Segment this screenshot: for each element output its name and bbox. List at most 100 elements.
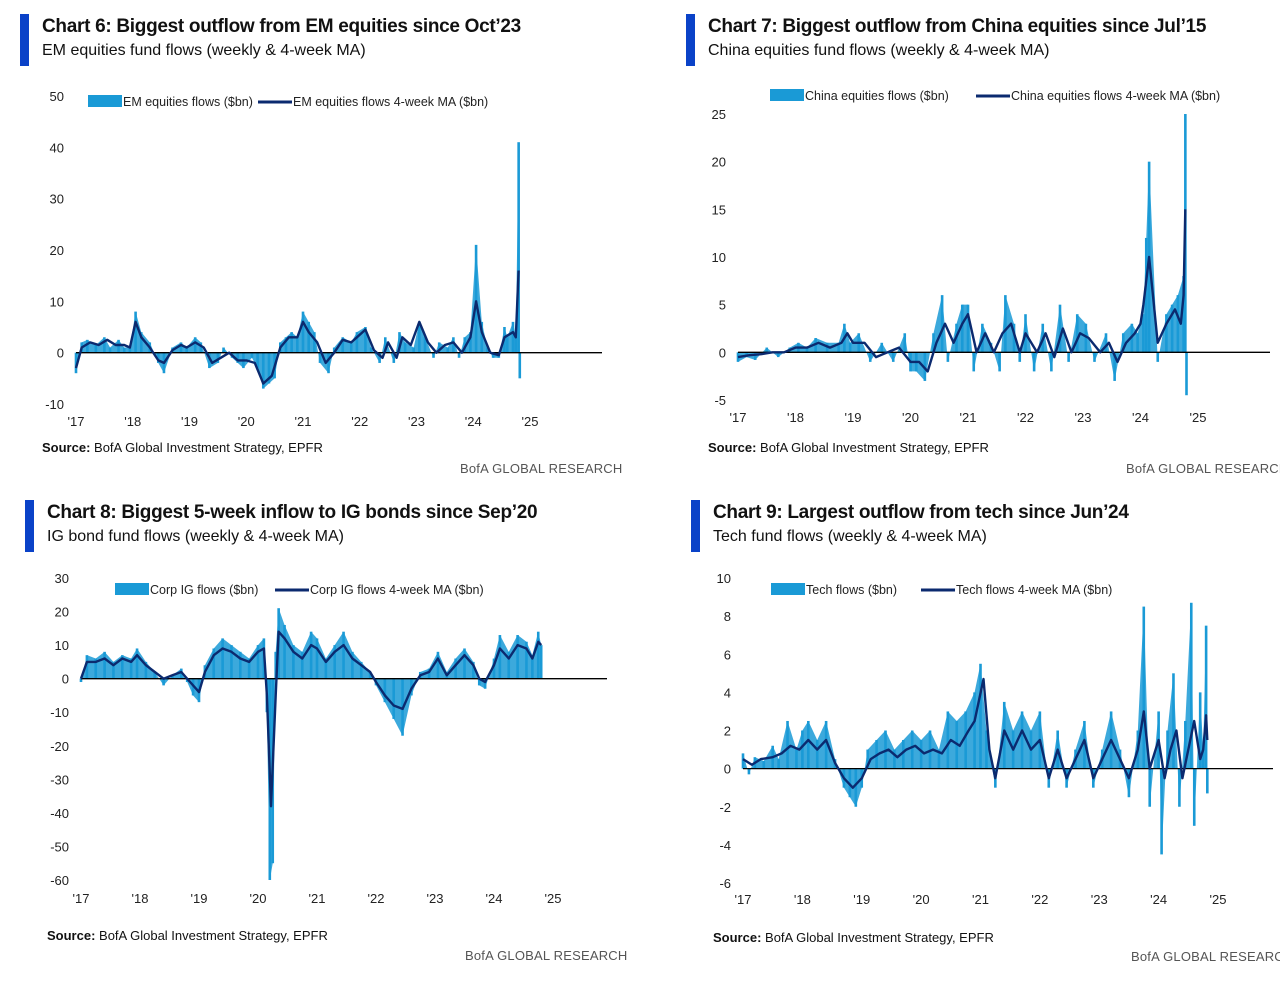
flow-bar: [341, 337, 345, 353]
y-tick-label: 20: [712, 155, 726, 170]
flow-bar: [199, 342, 203, 353]
weekly-flows-area: [738, 114, 1187, 396]
x-tick-label: '21: [972, 892, 989, 907]
flow-bar: [121, 655, 124, 679]
y-tick-label: 0: [57, 346, 64, 361]
chart-plot-em-equities: 50 40 30 20 10 0 -10 '17 '18 '19 '20 '21 '22 '23 '24 '2…: [45, 89, 602, 429]
flow-bar: [216, 352, 220, 363]
chart-title: Chart 6: Biggest outflow from EM equitie…: [42, 16, 521, 37]
x-tick-label: '25: [1190, 410, 1207, 425]
flow-bar: [815, 740, 819, 769]
flow-bar: [1182, 276, 1185, 353]
x-tick-label: '23: [1075, 410, 1092, 425]
y-tick-label: -50: [50, 839, 69, 854]
x-tick-label: '19: [853, 892, 870, 907]
flow-bar: [94, 658, 98, 679]
flow-bar: [332, 347, 336, 353]
y-tick-label: -6: [719, 876, 731, 891]
flow-bar: [536, 631, 540, 679]
flow-bar: [531, 655, 534, 679]
y-tick-label: 30: [55, 571, 69, 586]
y-tick-label: 20: [50, 243, 64, 258]
flow-bar: [932, 333, 935, 353]
chart-panel-tech: Chart 9: Largest outflow from tech since…: [691, 500, 1280, 970]
flow-bar: [880, 342, 884, 353]
flow-bar: [1075, 314, 1079, 353]
flow-bar: [985, 730, 988, 769]
y-tick-label: -30: [50, 772, 69, 787]
y-tick-label: -4: [719, 838, 731, 853]
y-tick-label: 4: [724, 685, 731, 700]
flow-bar: [891, 352, 895, 362]
flow-bar: [261, 352, 265, 389]
flow-bar: [463, 648, 466, 679]
flow-bar: [1160, 768, 1163, 855]
flow-bar: [309, 631, 313, 679]
flow-bar: [753, 352, 757, 360]
flow-bar: [747, 768, 751, 775]
chart-subtitle: EM equities fund flows (weekly & 4-week …: [42, 42, 366, 59]
legend-label-ma: Tech flows 4-week MA ($bn): [956, 583, 1112, 597]
ma-line: [79, 630, 543, 808]
accent-bar: [20, 14, 29, 66]
flow-bar: [517, 142, 520, 353]
legend-label-bars: China equities flows ($bn): [805, 89, 949, 103]
x-tick-label: '22: [1017, 410, 1034, 425]
x-tick-label: '24: [486, 891, 503, 906]
x-tick-label: '24: [465, 414, 482, 429]
flow-bar: [805, 347, 809, 353]
flow-bar: [463, 337, 467, 353]
flow-bar: [403, 342, 407, 353]
flow-bar: [903, 333, 907, 353]
flow-bar: [333, 645, 336, 679]
flow-bar: [998, 352, 1001, 372]
flow-bar: [364, 327, 367, 353]
flow-bar: [301, 311, 305, 353]
flow-bar: [928, 730, 932, 769]
flow-bar: [973, 692, 976, 769]
flow-bar: [854, 768, 858, 807]
flow-bar: [1142, 314, 1145, 353]
flow-bar: [480, 321, 484, 353]
flow-bar: [837, 342, 840, 353]
x-tick-label: '17: [735, 892, 752, 907]
y-tick-label: 50: [50, 89, 64, 104]
flow-bar: [477, 678, 481, 686]
flow-bar: [868, 352, 872, 362]
flow-bar: [437, 342, 441, 353]
ma-line: [742, 677, 1209, 789]
flow-bar: [284, 337, 288, 353]
flow-bar: [292, 645, 295, 679]
flow-bar: [1206, 768, 1209, 794]
flow-bar: [283, 624, 286, 679]
flow-bar: [134, 311, 137, 353]
flow-bar: [318, 352, 322, 363]
flow-bar: [193, 337, 197, 353]
source-note: Source: BofA Global Investment Strategy,…: [713, 930, 994, 945]
x-tick-label: '22: [1031, 892, 1048, 907]
y-tick-label: 15: [712, 202, 726, 217]
flow-bar: [910, 730, 914, 769]
flow-bar: [483, 678, 487, 689]
flow-bar: [369, 347, 373, 353]
accent-bar: [691, 500, 700, 552]
flow-bar: [1201, 749, 1205, 769]
flow-bar: [940, 295, 944, 353]
x-tick-label: '19: [191, 891, 208, 906]
flow-bar: [256, 645, 260, 679]
legend-label-bars: Tech flows ($bn): [806, 583, 897, 597]
x-tick-label: '17: [68, 414, 85, 429]
flow-bar: [452, 337, 455, 353]
y-tick-label: 10: [55, 638, 69, 653]
y-tick-label: -60: [50, 873, 69, 888]
flow-bar: [296, 337, 299, 353]
flow-bar: [324, 658, 328, 679]
flow-bar: [1121, 333, 1125, 353]
y-tick-label: 5: [719, 298, 726, 313]
chart-title: Chart 7: Biggest outflow from China equi…: [708, 16, 1207, 37]
legend-label-bars: EM equities flows ($bn): [123, 95, 253, 109]
flow-bar: [398, 332, 401, 353]
flow-bar: [300, 651, 304, 679]
source-note: Source: BofA Global Investment Strategy,…: [47, 928, 328, 943]
x-tick-label: '20: [238, 414, 255, 429]
